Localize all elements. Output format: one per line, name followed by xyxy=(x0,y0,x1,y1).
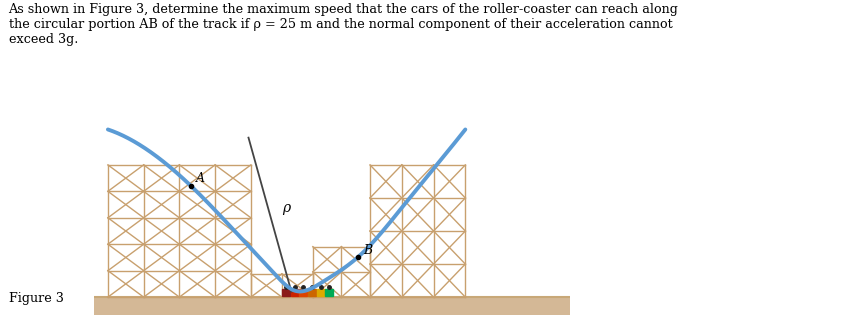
Text: As shown in Figure 3, determine the maximum speed that the cars of the roller-co: As shown in Figure 3, determine the maxi… xyxy=(9,3,678,46)
Text: ρ: ρ xyxy=(282,201,290,215)
Bar xyxy=(283,289,290,296)
Bar xyxy=(300,289,307,296)
Text: Figure 3: Figure 3 xyxy=(9,292,63,305)
Bar xyxy=(291,289,299,296)
Bar xyxy=(308,289,316,296)
Bar xyxy=(325,289,333,296)
Text: B: B xyxy=(363,244,372,257)
Bar xyxy=(317,289,324,296)
Bar xyxy=(94,297,570,315)
Text: A: A xyxy=(196,172,205,185)
